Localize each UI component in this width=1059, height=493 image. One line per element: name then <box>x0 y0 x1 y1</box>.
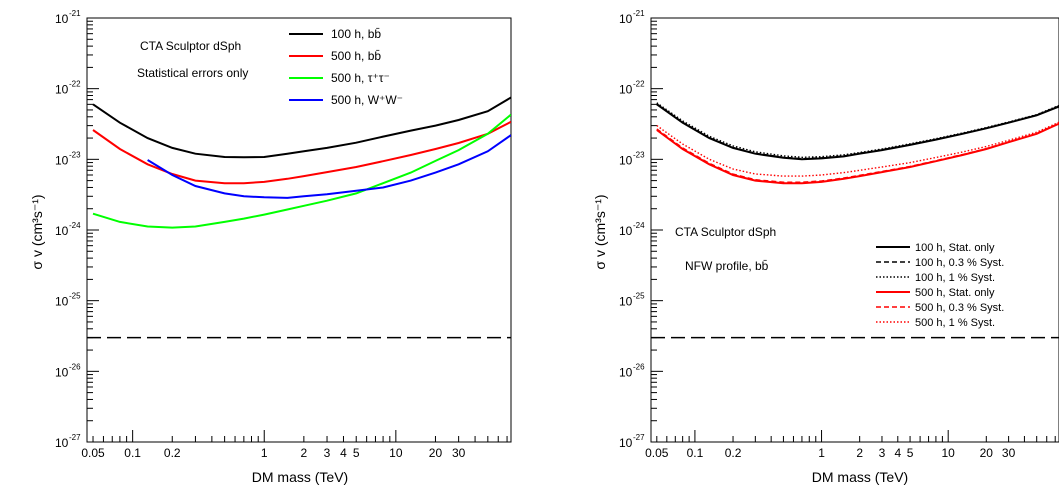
y-tick-label: 10 -26 <box>55 362 81 379</box>
x-tick-label: 20 <box>429 446 443 460</box>
legend-label: 100 h, Stat. only <box>915 242 995 254</box>
svg-text:-26: -26 <box>69 362 81 371</box>
legend-label: 500 h, 1 % Syst. <box>915 317 995 329</box>
y-tick-label: 10 -27 <box>55 433 81 450</box>
y-tick-label: 10 -27 <box>619 433 645 450</box>
legend-label: 500 h, W⁺W⁻ <box>331 93 403 107</box>
x-tick-label: 30 <box>1002 446 1016 460</box>
svg-text:-27: -27 <box>69 433 81 442</box>
annotation: NFW profile, bb̄ <box>685 259 769 273</box>
legend-label: 500 h, τ⁺τ⁻ <box>331 71 390 85</box>
y-tick-label: 10 -21 <box>619 9 645 26</box>
series-line <box>656 122 1059 183</box>
y-tick-label: 10 -25 <box>619 292 645 309</box>
series-line <box>92 96 511 159</box>
svg-text:-25: -25 <box>633 292 645 301</box>
x-tick-label: 0.1 <box>687 446 704 460</box>
x-tick-label: 1 <box>261 446 268 460</box>
legend-label: 100 h, bb̄ <box>331 27 381 41</box>
x-tick-label: 10 <box>389 446 403 460</box>
svg-text:10: 10 <box>55 295 69 309</box>
svg-text:-26: -26 <box>633 362 645 371</box>
y-tick-label: 10 -22 <box>55 80 81 97</box>
x-tick-label: 10 <box>942 446 956 460</box>
x-tick-label: 2 <box>301 446 308 460</box>
series-line <box>147 134 511 199</box>
x-tick-label: 0.2 <box>725 446 742 460</box>
series-line <box>656 102 1059 159</box>
svg-text:10: 10 <box>619 12 633 26</box>
svg-text:-27: -27 <box>633 433 645 442</box>
annotation: CTA Sculptor dSph <box>675 225 776 239</box>
svg-text:10: 10 <box>55 12 69 26</box>
x-tick-label: 20 <box>980 446 994 460</box>
x-tick-label: 4 <box>340 446 347 460</box>
svg-text:-21: -21 <box>633 9 645 18</box>
legend-label: 100 h, 0.3 % Syst. <box>915 257 1004 269</box>
series-line <box>656 122 1059 185</box>
x-tick-label: 2 <box>856 446 863 460</box>
y-tick-label: 10 -23 <box>619 150 645 167</box>
y-tick-label: 10 -21 <box>55 9 81 26</box>
series-line <box>656 103 1059 161</box>
svg-text:10: 10 <box>619 295 633 309</box>
svg-text:-21: -21 <box>69 9 81 18</box>
svg-text:10: 10 <box>619 83 633 97</box>
svg-text:10: 10 <box>55 224 69 238</box>
svg-text:10: 10 <box>55 153 69 167</box>
legend-label: 500 h, 0.3 % Syst. <box>915 302 1004 314</box>
x-tick-label: 1 <box>818 446 825 460</box>
svg-text:-22: -22 <box>69 80 81 89</box>
x-axis-title: DM mass (TeV) <box>812 469 908 485</box>
y-axis-title: σ v (cm³s⁻¹) <box>592 194 608 269</box>
svg-text:10: 10 <box>55 365 69 379</box>
series-line <box>656 121 1059 177</box>
svg-text:-23: -23 <box>633 150 645 159</box>
y-tick-label: 10 -23 <box>55 150 81 167</box>
annotation: CTA Sculptor dSph <box>140 39 241 53</box>
y-axis-title: σ v (cm³s⁻¹) <box>29 194 45 269</box>
svg-text:10: 10 <box>619 436 633 450</box>
x-tick-label: 0.05 <box>645 446 669 460</box>
svg-text:-25: -25 <box>69 292 81 301</box>
annotation: Statistical errors only <box>137 66 248 80</box>
series-line <box>656 103 1059 160</box>
svg-text:10: 10 <box>619 224 633 238</box>
x-tick-label: 0.05 <box>81 446 105 460</box>
series-line <box>92 113 511 229</box>
svg-text:-22: -22 <box>633 80 645 89</box>
x-tick-label: 0.1 <box>124 446 141 460</box>
plot-frame <box>86 17 512 443</box>
y-tick-label: 10 -22 <box>619 80 645 97</box>
svg-text:10: 10 <box>55 83 69 97</box>
x-tick-label: 30 <box>452 446 466 460</box>
x-tick-label: 5 <box>907 446 914 460</box>
y-tick-label: 10 -24 <box>55 221 81 238</box>
x-tick-label: 5 <box>353 446 360 460</box>
legend-label: 500 h, Stat. only <box>915 287 995 299</box>
svg-text:10: 10 <box>619 365 633 379</box>
svg-text:10: 10 <box>55 436 69 450</box>
y-tick-label: 10 -24 <box>619 221 645 238</box>
svg-text:10: 10 <box>619 153 633 167</box>
y-tick-label: 10 -26 <box>619 362 645 379</box>
legend-label: 500 h, bb̄ <box>331 49 381 63</box>
legend-label: 100 h, 1 % Syst. <box>915 272 995 284</box>
x-tick-label: 3 <box>879 446 886 460</box>
svg-text:-23: -23 <box>69 150 81 159</box>
svg-text:-24: -24 <box>633 221 645 230</box>
x-tick-label: 0.2 <box>164 446 181 460</box>
x-tick-label: 3 <box>324 446 331 460</box>
svg-text:-24: -24 <box>69 221 81 230</box>
x-tick-label: 4 <box>894 446 901 460</box>
x-axis-title: DM mass (TeV) <box>252 469 348 485</box>
y-tick-label: 10 -25 <box>55 292 81 309</box>
